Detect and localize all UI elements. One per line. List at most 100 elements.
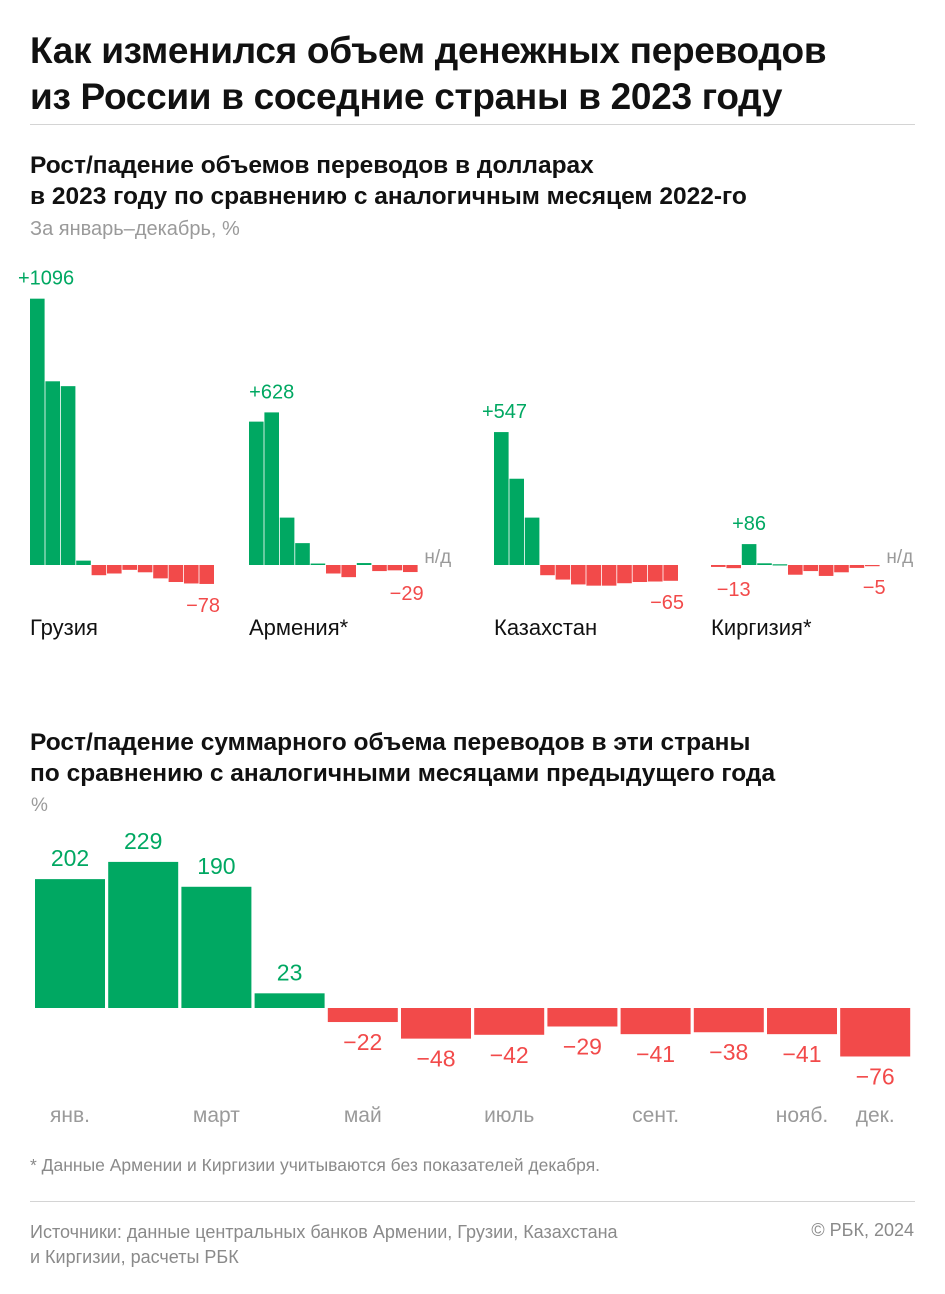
section2-heading-line1: Рост/падение суммарного объема переводов… (30, 729, 751, 756)
panel2-bar-2 (264, 412, 279, 565)
panel2-bar-8 (356, 563, 372, 565)
total-bar-2 (108, 861, 179, 1008)
total-value-label-9: −41 (636, 1041, 675, 1067)
total-value-label-2: 229 (124, 828, 162, 854)
panel3: +547 −65 Казахстан (482, 401, 684, 640)
total-bar-3 (181, 886, 252, 1008)
panel2-bar-5 (310, 563, 326, 565)
section1-heading-line1: Рост/падение объемов переводов в доллара… (30, 152, 594, 179)
total-value-label-8: −29 (563, 1034, 602, 1060)
panel1-bar-3 (60, 386, 76, 565)
panel2-country-name: Армения* (249, 615, 349, 640)
panel2-bar-10 (387, 565, 403, 571)
source-note: Источники: данные центральных банков Арм… (30, 1220, 770, 1270)
panel2-bar-4 (295, 543, 310, 565)
panel1-bar-5 (91, 565, 107, 576)
panel3-bar-1 (494, 432, 509, 565)
panel3-country-name: Казахстан (494, 615, 597, 640)
panel1-bar-4 (76, 560, 91, 565)
x-tick-label-5: май (344, 1104, 382, 1127)
panel4-bar-9 (834, 565, 849, 573)
panel1-bar-7 (122, 565, 137, 570)
panel1-bar-9 (153, 565, 168, 579)
panel4-value-label-1: −13 (717, 579, 751, 601)
panel2-value-label-2: −29 (390, 583, 424, 605)
panel3-bar-8 (601, 565, 617, 586)
panel2-bar-11 (403, 565, 418, 573)
panel1: +1096 −78 Грузия (18, 268, 220, 640)
panel1-bar-2 (45, 381, 60, 565)
panel1-bar-6 (107, 565, 122, 574)
panel4-bar-2 (726, 565, 741, 569)
panel3-bar-10 (632, 565, 648, 583)
panel4: −13 +86 −5н/д Киргизия* (711, 513, 913, 640)
x-tick-label-11: нояб. (776, 1104, 829, 1127)
panel2-value-label-1: +628 (249, 381, 294, 403)
total-bar-7 (474, 1008, 545, 1035)
panel3-bar-2 (509, 478, 524, 565)
panel4-bar-5 (772, 564, 788, 566)
panel1-bar-12 (199, 565, 214, 584)
panel1-value-label-1: +1096 (18, 268, 74, 290)
panel3-bar-4 (540, 565, 555, 576)
page-title-line1: Как изменился объем денежных переводов (30, 30, 827, 71)
panel3-value-label-1: +547 (482, 401, 527, 423)
total-value-label-5: −22 (343, 1029, 382, 1055)
total-value-label-4: 23 (277, 959, 303, 985)
panel3-value-label-2: −65 (650, 592, 684, 614)
panel4-bar-1 (711, 565, 726, 567)
total-bar-12 (840, 1008, 911, 1057)
panel3-bar-11 (648, 565, 663, 582)
total-value-label-7: −42 (490, 1042, 529, 1068)
panel1-bar-8 (137, 565, 153, 573)
panel3-bar-6 (571, 565, 586, 585)
bottom-divider (30, 1201, 915, 1202)
total-bar-1 (35, 879, 105, 1008)
total-bar-9 (620, 1008, 691, 1035)
panel1-bar-11 (184, 565, 199, 584)
section1-subtitle: За январь–декабрь, % (30, 218, 240, 240)
panel4-bar-6 (788, 565, 803, 575)
section2-heading: Рост/падение суммарного объема переводов… (30, 727, 775, 789)
total-bar-4 (254, 993, 325, 1008)
section1-heading-line2: в 2023 году по сравнению с аналогичным м… (30, 183, 747, 210)
total-bar-10 (693, 1008, 764, 1033)
panel2-bar-3 (279, 517, 295, 565)
country-charts: +1096−78Грузия+628−29н/дАрмения*+547−65К… (18, 268, 913, 640)
panel3-bar-12 (663, 565, 678, 581)
x-tick-label-12: дек. (856, 1104, 895, 1127)
total-value-label-6: −48 (416, 1046, 455, 1072)
x-tick-label-7: июль (484, 1104, 534, 1127)
panel1-bar-1 (30, 298, 45, 565)
total-bar-11 (767, 1008, 837, 1035)
y-axis-unit-label: % (31, 795, 48, 816)
total-bar-6 (401, 1008, 471, 1039)
top-divider (30, 124, 915, 125)
panel4-value-label-2: +86 (732, 513, 766, 535)
panel2: +628 −29н/д Армения* (249, 381, 451, 640)
footnote: * Данные Армении и Киргизии учитываются … (30, 1155, 601, 1175)
total-bar-8 (547, 1008, 618, 1027)
panel1-bar-10 (168, 565, 184, 583)
total-value-label-1: 202 (51, 845, 89, 871)
panel4-na-label: н/д (886, 547, 913, 568)
panel3-bar-9 (617, 565, 632, 584)
panel2-bar-7 (341, 565, 356, 578)
page-title-line2: из России в соседние страны в 2023 году (30, 76, 783, 117)
panel1-country-name: Грузия (30, 615, 98, 640)
source-line1: Источники: данные центральных банков Арм… (30, 1222, 618, 1242)
total-value-label-11: −41 (782, 1041, 821, 1067)
panel2-bar-9 (372, 565, 387, 572)
copyright: © РБК, 2024 (811, 1220, 914, 1240)
total-value-label-12: −76 (856, 1063, 895, 1089)
panel4-bar-8 (818, 565, 834, 576)
source-line2: и Киргизии, расчеты РБК (30, 1247, 239, 1267)
x-tick-label-9: сент. (632, 1104, 679, 1127)
panel3-bar-3 (524, 517, 540, 565)
panel2-bar-1 (249, 421, 264, 565)
panel4-bar-7 (803, 565, 818, 572)
section2-heading-line2: по сравнению с аналогичными месяцами пре… (30, 760, 776, 787)
panel3-bar-5 (555, 565, 571, 580)
panel2-na-label: н/д (424, 547, 451, 568)
total-chart: % 202 229 190 23 −22 −48 −42 −29 −41 −38 −41 −76 янв.… (31, 795, 911, 1127)
